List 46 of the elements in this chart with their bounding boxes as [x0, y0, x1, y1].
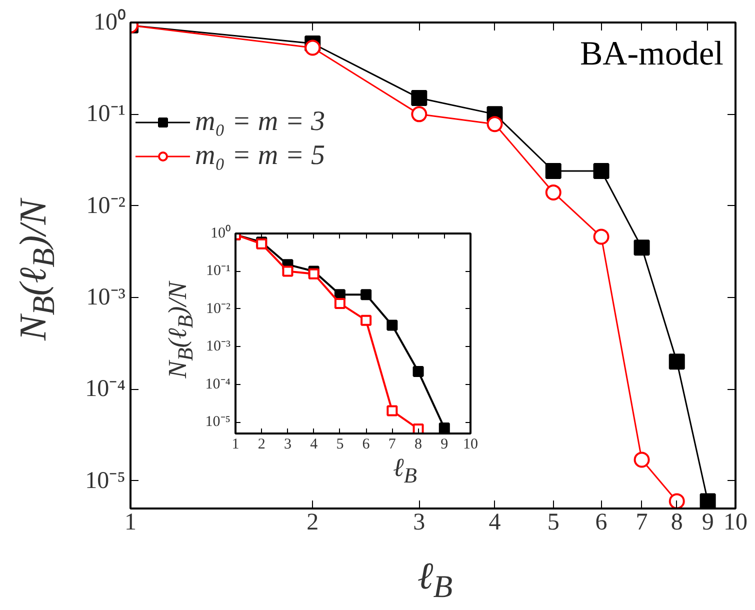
- y-tick-label: 10⁰: [94, 8, 126, 36]
- x-tick-label: 2: [258, 436, 266, 452]
- y-tick-label: 10⁻³: [86, 284, 126, 311]
- x-tick-label: 5: [547, 510, 560, 536]
- x-tick-label: 1: [232, 436, 240, 452]
- point: [334, 298, 346, 309]
- point: [386, 405, 398, 416]
- x-tick-label: 5: [336, 436, 344, 452]
- y-tick-label: 10⁻⁴: [205, 376, 231, 392]
- legend-label: m₀ = m = 3: [195, 106, 325, 138]
- x-tick-label: 10: [724, 510, 748, 536]
- y-tick-label: 10⁻⁴: [85, 376, 126, 402]
- x-tick-label: 3: [284, 436, 292, 452]
- x-tick-label: 9: [440, 436, 448, 452]
- x-tick-label: 3: [413, 510, 426, 536]
- x-tick-label: 4: [310, 436, 318, 452]
- point: [386, 320, 398, 331]
- x-tick-label: 6: [362, 436, 370, 452]
- y-tick-label: 10⁻¹: [86, 101, 126, 128]
- point: [308, 268, 320, 280]
- point: [412, 366, 424, 377]
- x-axis-title: ℓ$_{B}$: [392, 453, 418, 488]
- legend-label: m₀ = m = 5: [195, 140, 325, 172]
- x-tick-label: 7: [636, 510, 648, 536]
- y-tick-label: 10⁻²: [86, 192, 126, 219]
- x-tick-label: 4: [488, 510, 501, 536]
- y-tick-label: 10⁻²: [206, 300, 232, 317]
- x-tick-label: 8: [670, 510, 683, 536]
- x-tick-label: 7: [388, 436, 396, 452]
- y-tick-label: 10⁻⁵: [205, 414, 231, 430]
- y-tick-label: 10⁻³: [206, 338, 232, 355]
- y-tick-label: 10⁻⁵: [85, 468, 126, 494]
- x-tick-label: 10: [463, 436, 478, 452]
- point: [360, 314, 372, 326]
- point: [282, 266, 294, 277]
- x-tick-label: 9: [702, 510, 714, 536]
- x-tick-label: 1: [124, 510, 136, 536]
- x-axis-title: ℓ$_{B}$: [417, 555, 453, 604]
- x-tick-label: 2: [306, 510, 319, 536]
- x-tick-label: 8: [414, 436, 422, 452]
- y-tick-label: 10⁰: [210, 224, 230, 242]
- x-tick-label: 6: [595, 510, 608, 536]
- point: [438, 422, 450, 434]
- y-tick-label: 10⁻¹: [206, 263, 231, 280]
- point: [360, 289, 372, 300]
- annotation: BA-model: [580, 36, 724, 72]
